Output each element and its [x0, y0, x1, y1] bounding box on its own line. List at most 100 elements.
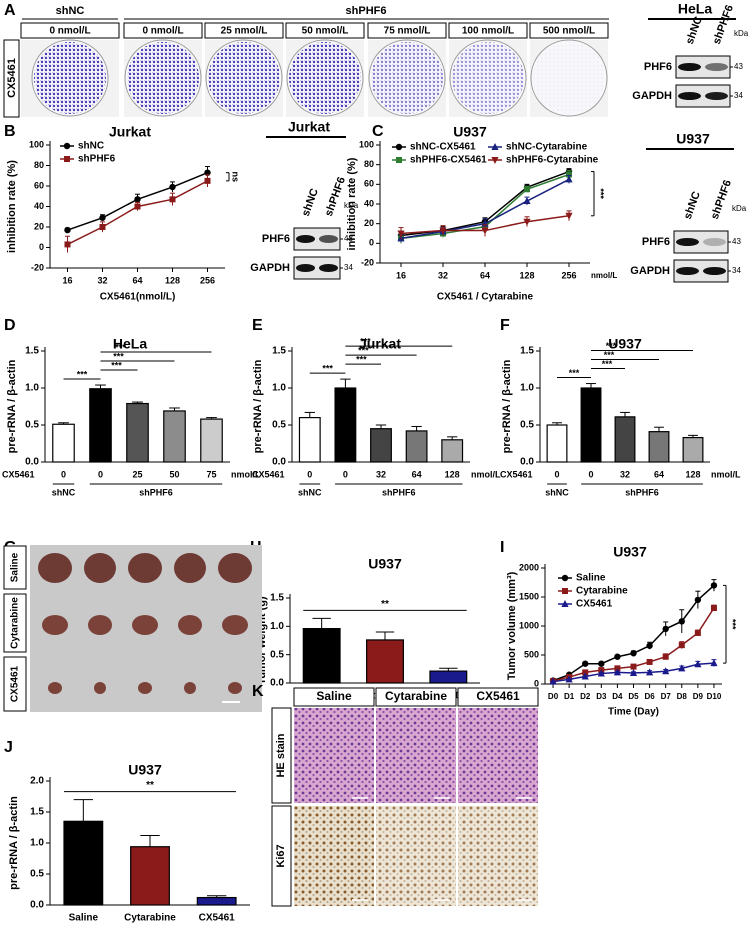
x-tick-label: 64	[480, 270, 490, 280]
point	[630, 650, 637, 657]
lane-label: shPHF6	[709, 178, 734, 221]
point	[678, 664, 686, 672]
micrograph	[376, 708, 456, 803]
tumor	[184, 682, 196, 694]
point	[710, 582, 718, 589]
band	[703, 238, 726, 246]
y-tick-label: 0.5	[30, 869, 44, 880]
bar	[200, 418, 223, 463]
bar	[63, 820, 104, 906]
group-label: shNC	[545, 487, 569, 497]
x-tick-label: Cytarabine	[124, 913, 176, 924]
x-axis-label: CX5461 / Cytarabine	[437, 292, 534, 303]
bar	[441, 439, 464, 463]
point	[481, 227, 489, 235]
bar	[366, 639, 404, 684]
micrograph	[458, 708, 538, 803]
point	[99, 214, 106, 221]
column-label: 500 nmol/L	[543, 26, 595, 37]
x-tick-label: 32	[620, 469, 630, 479]
point	[694, 660, 702, 668]
row-label: Saline	[10, 552, 21, 582]
colonies	[34, 42, 106, 114]
significance: ***	[596, 188, 606, 199]
point	[565, 175, 573, 183]
panel-letter: K	[252, 683, 264, 700]
column-box	[293, 687, 375, 707]
bar	[163, 410, 186, 463]
significance: ns	[231, 172, 241, 183]
point	[581, 672, 589, 680]
y-tick-label: 60	[364, 179, 374, 189]
y-axis-label: pre-rRNA / β-actin	[252, 359, 264, 453]
point	[523, 197, 531, 205]
tumor	[178, 615, 202, 635]
point	[566, 171, 572, 178]
bar	[89, 388, 112, 463]
x-tick-label: D3	[596, 692, 607, 701]
x-tick-label: D5	[628, 692, 639, 701]
x-tick-label: D1	[564, 692, 575, 701]
y-tick-label: 2.0	[30, 776, 44, 787]
kda-label: 43	[732, 237, 741, 246]
tumor	[138, 682, 152, 694]
bar	[302, 627, 341, 684]
band	[678, 63, 701, 71]
colonies	[208, 42, 280, 114]
x-tick-label: D8	[677, 692, 688, 701]
row-label: Cytarabine	[10, 597, 21, 649]
point	[646, 642, 653, 649]
row-label: CX5461	[500, 469, 533, 479]
band	[676, 267, 699, 275]
significance: ***	[728, 619, 738, 630]
point	[710, 659, 718, 667]
column-box	[375, 687, 457, 707]
point	[646, 658, 653, 665]
label: A	[4, 2, 16, 19]
group-label: shNC	[52, 487, 76, 497]
bar	[334, 387, 357, 463]
micrograph	[294, 806, 374, 906]
x-tick-label: 25	[132, 469, 142, 479]
tumor	[128, 553, 162, 583]
chart-title: Jurkat	[359, 336, 401, 352]
row-label: Ki67	[275, 844, 287, 867]
point	[694, 596, 702, 604]
group-label: shNC	[298, 487, 322, 497]
panel-letter: C	[372, 123, 384, 140]
legend-label: shPHF6	[78, 154, 116, 165]
y-tick-label: 1000	[519, 620, 539, 630]
bar	[196, 896, 237, 906]
x-tick-label: D0	[548, 692, 559, 701]
x-unit: nmol/L	[471, 469, 501, 479]
blot-row-label: GAPDH	[250, 262, 290, 274]
column-box	[367, 22, 447, 39]
significance: ***	[113, 351, 124, 361]
significance: ***	[77, 369, 88, 379]
x-tick-label: 0	[588, 469, 593, 479]
legend-marker	[396, 157, 402, 163]
y-tick-label: -20	[31, 262, 44, 272]
lane-label: shNC	[300, 187, 321, 218]
y-tick-label: 0.5	[25, 420, 39, 431]
bar	[429, 670, 468, 684]
tumor	[38, 553, 72, 583]
y-tick-label: 1.0	[520, 383, 534, 394]
column-box	[529, 22, 609, 39]
x-tick-label: D4	[612, 692, 623, 701]
x-tick-label: 0	[61, 469, 66, 479]
y-tick-label: 0	[369, 238, 374, 248]
y-tick-label: 80	[34, 160, 44, 170]
bar	[546, 424, 568, 463]
band	[296, 264, 315, 272]
y-tick-label: 1.5	[30, 807, 44, 818]
panel-letter: F	[500, 317, 510, 334]
y-tick-label: 20	[34, 221, 44, 231]
bar	[298, 417, 321, 463]
significance: ***	[356, 354, 367, 364]
point	[678, 618, 685, 625]
row-box	[271, 805, 292, 907]
x-tick-label: 128	[685, 469, 700, 479]
point	[710, 605, 717, 612]
point	[629, 668, 638, 676]
